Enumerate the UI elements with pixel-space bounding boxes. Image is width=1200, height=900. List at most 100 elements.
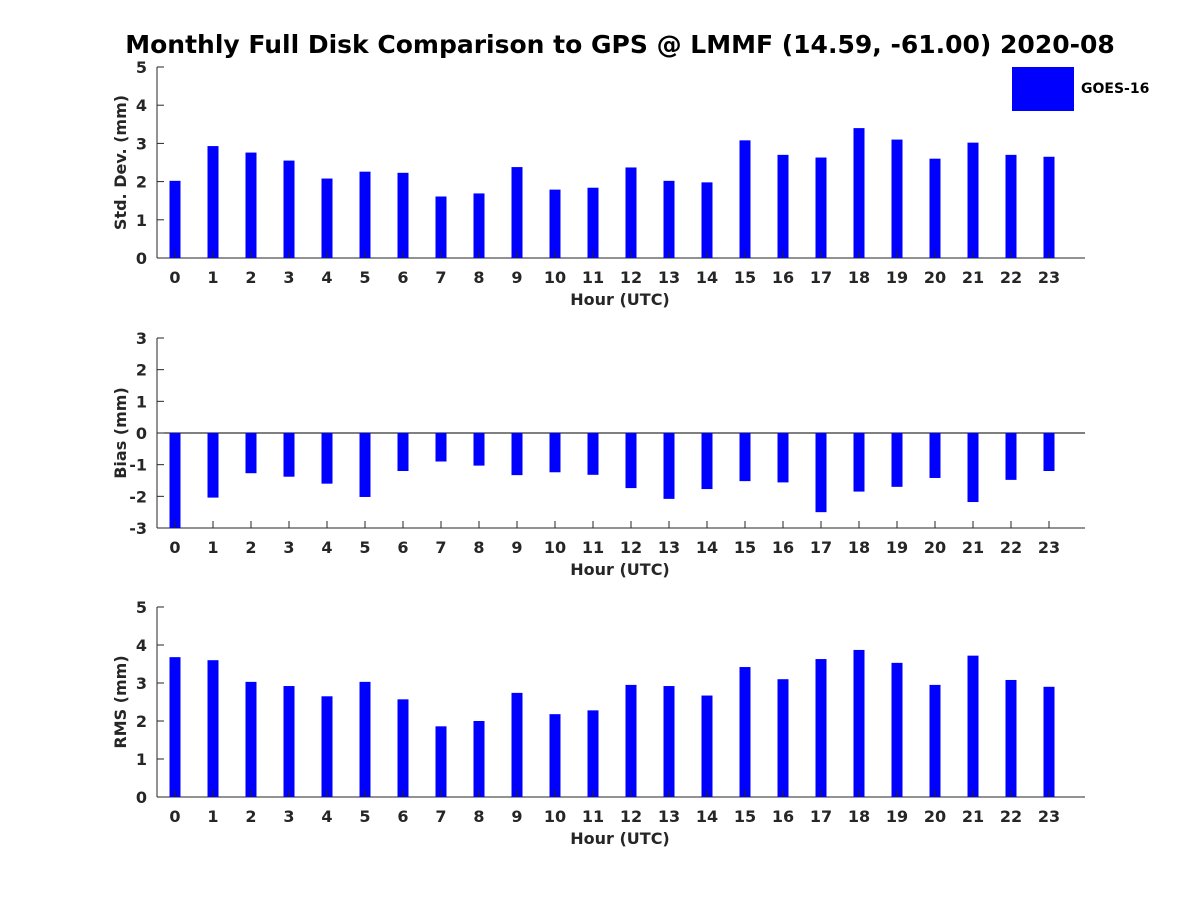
panel3-bar-18 [853,649,865,797]
panel1-ytick-label: 5 [136,58,147,77]
panel1-bar-22 [1005,154,1017,258]
panel3-ytick-label: 5 [136,598,147,617]
panel2-xtick-label: 12 [620,538,642,557]
panel2-ytick-label: 3 [136,329,147,348]
legend-label: GOES-16 [1081,81,1150,97]
panel2-xtick-label: 9 [511,538,522,557]
panel1-bar-14 [701,182,713,258]
panel2-xtick-label: 20 [924,538,946,557]
panel1-xtick-label: 21 [962,268,984,287]
panel3-bar-3 [283,686,295,797]
panel2-bar-7 [435,433,447,462]
panel1-bar-13 [663,180,675,258]
panel2-xtick-label: 18 [848,538,870,557]
panel1-xtick-label: 14 [696,268,718,287]
panel3-xtick-label: 19 [886,807,908,826]
panel1-bar-8 [473,193,485,258]
panel2-ytick-label: -2 [129,487,147,506]
panel2-bar-22 [1005,433,1017,480]
panel1-xtick-label: 11 [582,268,604,287]
panel3-xtick-label: 6 [397,807,408,826]
panel3-xtick-label: 9 [511,807,522,826]
panel2-bar-4 [321,433,333,484]
panel3-bar-13 [663,686,675,797]
panel1-ytick-label: 4 [136,96,147,115]
panel2-xtick-label: 7 [435,538,446,557]
panel3-bar-12 [625,684,637,797]
panel2-bar-19 [891,433,903,487]
chart-title: Monthly Full Disk Comparison to GPS @ LM… [125,30,1115,59]
panel3-xtick-label: 7 [435,807,446,826]
panel3-bar-20 [929,684,941,797]
panel3-ytick-label: 2 [136,712,147,731]
panel2-bar-3 [283,433,295,477]
panel1-bar-17 [815,157,827,258]
panel2-ytick-label: -3 [129,519,147,538]
panel2-xtick-label: 10 [544,538,566,557]
panel3-xtick-label: 8 [473,807,484,826]
panel1-bar-16 [777,154,789,258]
panel1-bar-0 [169,180,181,258]
panel1-bar-18 [853,128,865,258]
panel2-xtick-label: 4 [321,538,332,557]
legend-swatch [1012,67,1074,111]
panel2-bar-8 [473,433,485,466]
panel3-xtick-label: 3 [283,807,294,826]
panel2-bar-20 [929,433,941,478]
panel1-xtick-label: 12 [620,268,642,287]
panel3-bar-14 [701,695,713,797]
panel1-ytick-label: 2 [136,173,147,192]
panel1-bar-19 [891,139,903,258]
panel3-bar-8 [473,721,485,797]
panel1-xtick-label: 20 [924,268,946,287]
panel3-xtick-label: 23 [1038,807,1060,826]
panel3-ytick-label: 3 [136,674,147,693]
panel2-bar-13 [663,433,675,499]
panel1-xtick-label: 15 [734,268,756,287]
panel1-bar-6 [397,172,409,258]
panel2-bar-23 [1043,433,1055,471]
panel1-xtick-label: 13 [658,268,680,287]
panel1-xtick-label: 16 [772,268,794,287]
panel2-bar-5 [359,433,371,497]
panel3-bar-22 [1005,679,1017,797]
panel2-bar-18 [853,433,865,492]
panel1-bar-4 [321,178,333,258]
panel2-xtick-label: 13 [658,538,680,557]
panel1-xtick-label: 8 [473,268,484,287]
panel3-bar-10 [549,714,561,797]
panel3-xtick-label: 18 [848,807,870,826]
panel3-ylabel: RMS (mm) [111,655,130,748]
panel1-xtick-label: 19 [886,268,908,287]
panel2-bar-0 [169,433,181,528]
panel1-xtick-label: 5 [359,268,370,287]
panel3-bar-9 [511,692,523,797]
panel3-bar-21 [967,655,979,797]
panel1-xlabel: Hour (UTC) [570,290,670,309]
panel2-xtick-label: 11 [582,538,604,557]
panel3-bar-1 [207,660,219,797]
panel1-bar-20 [929,158,941,258]
panel2-bar-15 [739,433,751,482]
panel2-bar-21 [967,433,979,503]
panel2-ytick-label: 0 [136,424,147,443]
panel3-xtick-label: 15 [734,807,756,826]
panel1-bar-11 [587,187,599,258]
panel1-xtick-label: 0 [169,268,180,287]
panel2-xlabel: Hour (UTC) [570,560,670,579]
panel1-bar-15 [739,140,751,258]
panel1-xtick-label: 22 [1000,268,1022,287]
panel3-xtick-label: 11 [582,807,604,826]
panel2-xtick-label: 8 [473,538,484,557]
panel3-bar-16 [777,679,789,797]
panel2-bar-14 [701,433,713,490]
panel2-bar-12 [625,433,637,489]
panel1-bar-21 [967,142,979,258]
panel3-ytick-label: 0 [136,788,147,807]
panel2-xtick-label: 6 [397,538,408,557]
panel3-xtick-label: 0 [169,807,180,826]
panel2-bar-17 [815,433,827,513]
panel1-ytick-label: 1 [136,211,147,230]
panel3-xtick-label: 16 [772,807,794,826]
